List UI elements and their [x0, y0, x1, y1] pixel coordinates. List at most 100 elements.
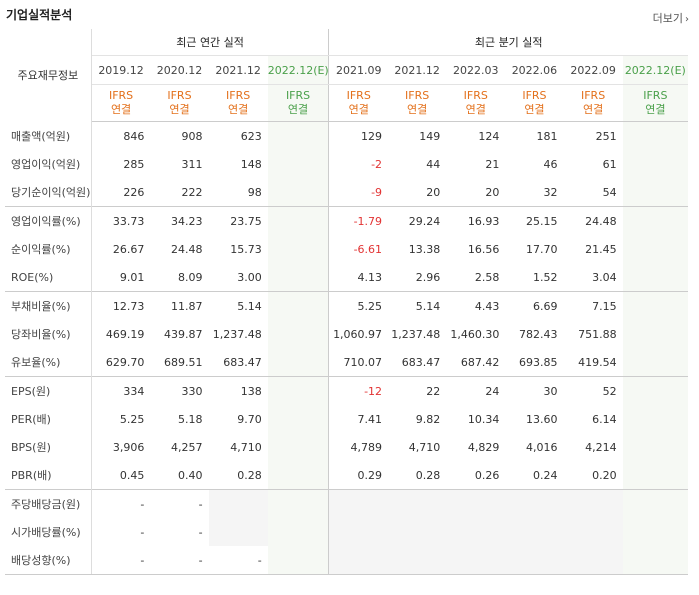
value-cell: [267, 291, 329, 320]
section-title: 기업실적분석: [6, 8, 73, 22]
value-cell: 4,016: [526, 440, 558, 454]
value-cell: 0.29: [328, 461, 389, 490]
value-cell: 330: [150, 376, 209, 405]
row-label: 당좌비율(%): [5, 320, 92, 348]
value-cell: [622, 178, 688, 207]
value-cell: 5.25: [90, 405, 151, 433]
value-cell: 0.26: [474, 468, 500, 482]
row-label: 주당배당금(원): [5, 489, 92, 518]
value-cell: -1.79: [328, 206, 389, 235]
row-label: 부채비율(%): [5, 291, 92, 320]
row-label: 매출액(억원): [5, 121, 92, 150]
value-cell: 4.13: [328, 263, 389, 292]
value-cell: -9: [328, 178, 389, 207]
value-cell: [267, 348, 329, 377]
value-cell: 629.70: [90, 348, 151, 377]
row-label: ROE(%): [5, 263, 92, 292]
ifrs-badge: IFRS 연결: [90, 84, 151, 122]
value-cell: 13.38: [408, 242, 441, 256]
value-cell: 4.43: [446, 291, 506, 320]
value-cell: 33.73: [90, 206, 151, 235]
value-cell: 13.60: [526, 412, 558, 426]
value-cell: [622, 320, 688, 348]
value-cell: 251: [595, 129, 617, 143]
value-cell: -12: [328, 376, 389, 405]
chevron-right-icon: ›: [685, 14, 689, 25]
value-cell: 0.45: [90, 461, 151, 490]
value-cell: 3.00: [237, 270, 262, 284]
value-cell: [208, 489, 268, 518]
row-label: 당기순이익(억원): [5, 178, 92, 207]
group-annual: 최근 연간 실적: [90, 29, 329, 56]
value-cell: -: [90, 518, 151, 546]
value-cell: -: [208, 546, 268, 575]
table-row: PER(배) 5.25 5.18 9.70 7.41 9.82 10.34 13.60 6.14: [5, 405, 688, 433]
value-cell: 285: [90, 150, 151, 178]
value-cell: 26.67: [90, 235, 151, 263]
value-cell: [388, 546, 447, 575]
value-cell: 129: [328, 121, 389, 150]
more-label: 더보기: [652, 12, 683, 25]
table-row: PBR(배) 0.45 0.40 0.28 0.29 0.28 0.26 0.24 0.20: [5, 461, 688, 490]
value-cell: 0.28: [415, 468, 441, 482]
value-cell: [267, 178, 329, 207]
value-cell: [267, 405, 329, 433]
table-row: 영업이익(억원) 285 311 148 -2 44 21 46 61: [5, 150, 688, 178]
period-header: 2022.06: [505, 55, 564, 85]
value-cell: [267, 461, 329, 490]
value-cell: [267, 320, 329, 348]
row-label: 영업이익(억원): [5, 150, 92, 178]
more-link[interactable]: 더보기 ›: [653, 10, 689, 26]
value-cell: [267, 206, 329, 235]
value-cell: [622, 433, 688, 461]
ifrs-badge: IFRS 연결: [622, 84, 688, 122]
value-cell: 25.15: [505, 206, 564, 235]
value-cell: 710.07: [328, 348, 389, 377]
value-cell: 4,789: [328, 433, 389, 461]
value-cell: [505, 489, 564, 518]
value-cell: 2.96: [415, 270, 441, 284]
ifrs-badge: IFRS 연결: [267, 84, 329, 122]
value-cell: 12.73: [90, 291, 151, 320]
value-cell: 20: [485, 185, 500, 199]
period-header: 2021.09: [328, 55, 389, 85]
value-cell: [622, 546, 688, 575]
value-cell: [446, 489, 506, 518]
value-cell: 10.34: [467, 412, 500, 426]
value-cell: 0.40: [178, 468, 203, 482]
value-cell: [622, 376, 688, 405]
value-cell: 181: [536, 129, 558, 143]
value-cell: [622, 291, 688, 320]
group-quarterly: 최근 분기 실적: [328, 29, 688, 56]
value-cell: 23.75: [208, 206, 268, 235]
value-cell: [622, 348, 688, 377]
value-cell: 21.45: [585, 242, 617, 256]
value-cell: [267, 150, 329, 178]
value-cell: [622, 263, 688, 292]
table-row: 배당성향(%) - - -: [5, 546, 688, 575]
value-cell: 44: [426, 157, 441, 171]
value-cell: -: [90, 546, 151, 575]
table-row: 유보율(%) 629.70 689.51 683.47 710.07 683.47 687.…: [5, 348, 688, 377]
value-cell: 683.47: [223, 355, 262, 369]
value-cell: [622, 405, 688, 433]
value-cell: 46: [543, 157, 558, 171]
value-cell: 54: [602, 185, 617, 199]
value-cell: 15.73: [230, 242, 262, 256]
value-cell: -: [150, 546, 209, 575]
value-cell: 9.82: [415, 412, 441, 426]
row-label: BPS(원): [5, 433, 92, 461]
value-cell: 124: [478, 129, 500, 143]
value-cell: 908: [181, 129, 203, 143]
value-cell: 469.19: [90, 320, 151, 348]
header-ifrs-row: IFRS 연결 IFRS 연결 IFRS 연결 IFRS 연결 IFRS 연결 IFRS …: [5, 84, 688, 122]
value-cell: 11.87: [150, 291, 209, 320]
value-cell: [622, 235, 688, 263]
value-cell: 4,829: [467, 440, 500, 454]
value-cell: [267, 433, 329, 461]
value-cell: 846: [90, 121, 151, 150]
value-cell: [267, 263, 329, 292]
row-label: EPS(원): [5, 376, 92, 405]
table-row: EPS(원) 334 330 138 -12 22 24 30 52: [5, 376, 688, 405]
value-cell: [267, 235, 329, 263]
